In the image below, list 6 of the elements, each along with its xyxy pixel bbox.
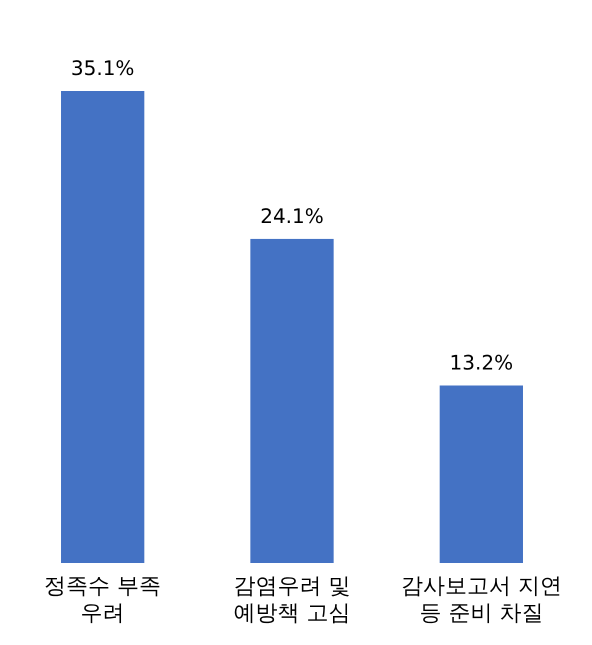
data-label: 13.2%: [450, 350, 514, 374]
data-label: 24.1%: [260, 204, 324, 228]
x-tick-label: 정족수 부족 우려: [44, 574, 162, 626]
x-tick-label: 감사보고서 지연 등 준비 차질: [400, 574, 562, 626]
data-label: 35.1%: [70, 56, 134, 80]
x-tick-label: 감염우려 및 예방책 고심: [234, 574, 350, 626]
